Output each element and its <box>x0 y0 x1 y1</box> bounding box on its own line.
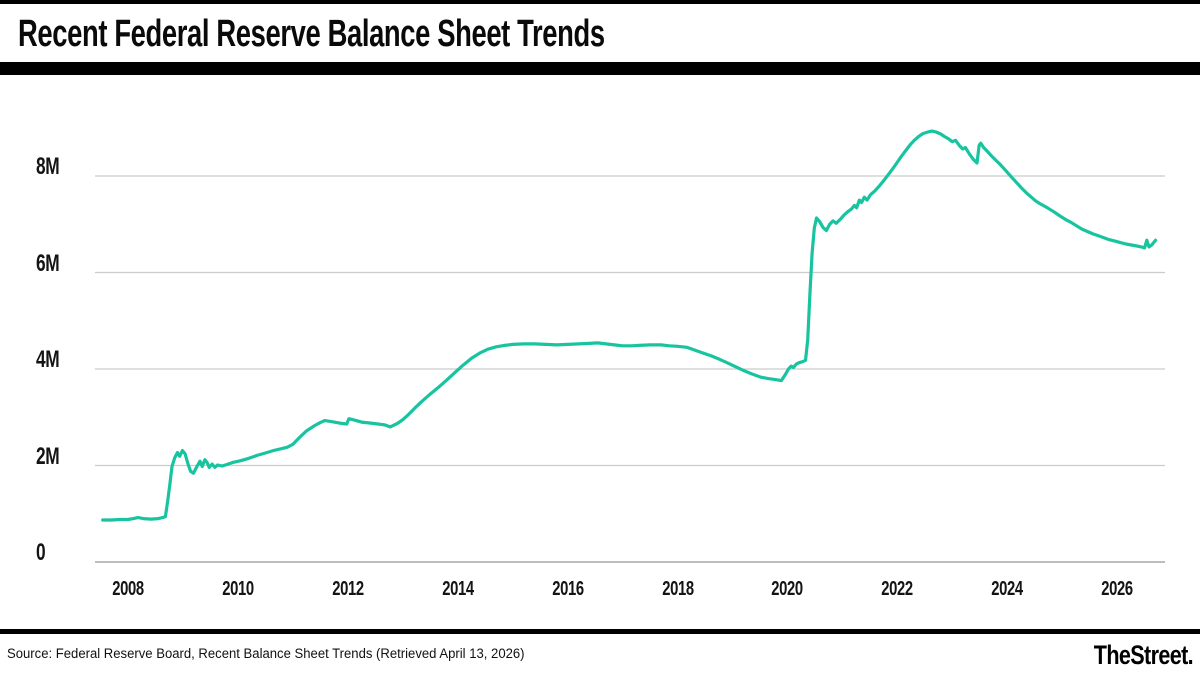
top-rule <box>0 0 1200 4</box>
x-axis-label: 2026 <box>1101 578 1133 600</box>
source-attribution: Source: Federal Reserve Board, Recent Ba… <box>7 646 525 661</box>
chart-series <box>101 129 1158 522</box>
x-axis-label: 2008 <box>112 578 144 600</box>
x-axis-label: 2024 <box>991 578 1023 600</box>
title-underline-rule <box>0 62 1200 75</box>
x-axis-label: 2014 <box>441 578 474 600</box>
y-axis-label: 2M <box>36 442 60 470</box>
x-axis-label: 2022 <box>881 578 914 600</box>
balance-sheet-line <box>101 129 1158 522</box>
y-axis-label: 4M <box>36 346 60 373</box>
y-axis-label: 0 <box>36 539 46 566</box>
thestreet-logo: TheStreet. <box>1093 640 1194 670</box>
footer-rule <box>0 629 1200 634</box>
x-axis-label: 2018 <box>661 578 694 600</box>
y-axis-label: 8M <box>36 153 60 180</box>
x-axis-label: 2016 <box>551 578 584 600</box>
page-title: Recent Federal Reserve Balance Sheet Tre… <box>18 13 605 55</box>
x-axis-label: 2012 <box>332 578 364 600</box>
x-axis-label: 2020 <box>771 578 804 600</box>
y-axis-label: 6M <box>36 249 60 277</box>
x-axis-label: 2010 <box>222 578 254 600</box>
gridlines <box>95 175 1165 563</box>
